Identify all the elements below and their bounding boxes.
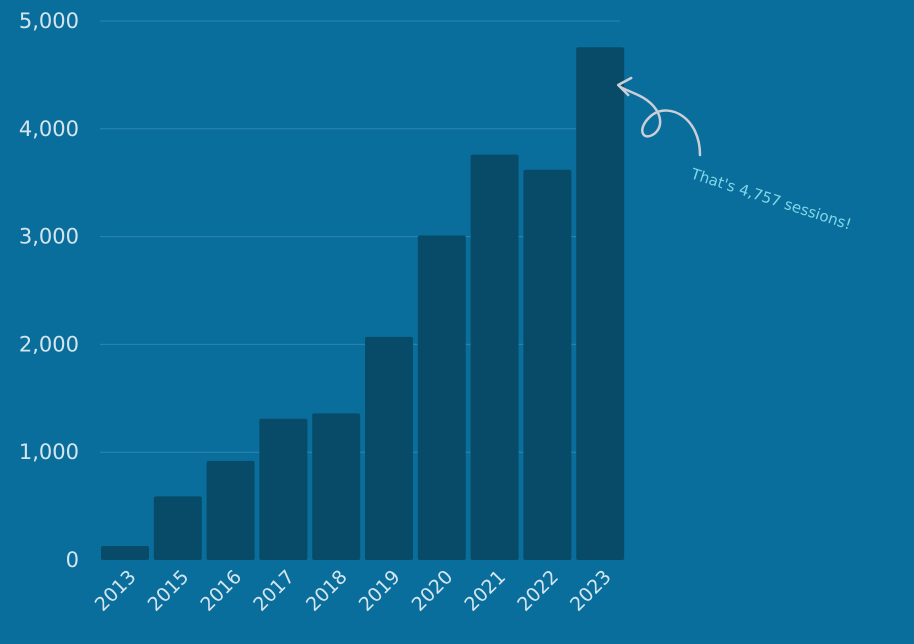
x-tick-label: 2017 [249,566,299,616]
bar-2019 [365,336,413,560]
bar-2018 [312,413,361,560]
y-tick-label: 5,000 [19,9,79,33]
bar-2017 [259,418,308,560]
x-tick-label: 2015 [144,566,194,616]
y-tick-label: 3,000 [19,225,79,249]
x-tick-label: 2022 [513,566,563,616]
annotation-text: That's 4,757 sessions! [688,164,854,233]
bar-2016 [206,460,255,560]
bars [101,47,625,561]
bar-2020 [417,235,466,560]
x-tick-label: 2013 [91,566,141,616]
x-tick-label: 2019 [355,566,405,616]
x-tick-label: 2021 [460,566,510,616]
bar-2022 [523,169,572,560]
y-tick-label: 2,000 [19,332,79,356]
bar-2021 [470,154,519,560]
y-axis-ticks: 0 1,000 2,000 3,000 4,000 5,000 [19,9,79,572]
x-tick-label: 2018 [302,566,352,616]
x-tick-label: 2016 [196,566,246,616]
x-axis-ticks: 2013 2015 2016 2017 2018 2019 2020 2021 2022 2023 [91,566,616,616]
x-tick-label: 2020 [408,566,458,616]
y-tick-label: 1,000 [19,440,79,464]
y-tick-label: 4,000 [19,117,79,141]
bar-2015 [153,496,202,560]
y-tick-label: 0 [66,548,79,572]
x-tick-label: 2023 [566,566,616,616]
annotation-arrow-icon [616,76,702,157]
bar-2013 [101,545,149,560]
bar-2023 [576,47,625,561]
